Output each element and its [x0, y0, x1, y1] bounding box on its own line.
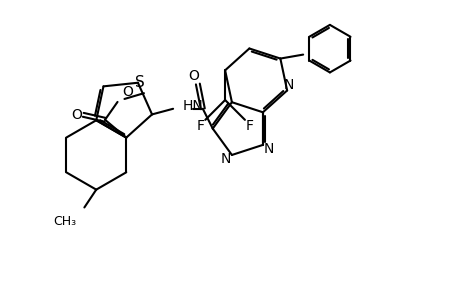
Text: CH₃: CH₃	[53, 215, 76, 228]
Text: O: O	[188, 69, 199, 83]
Text: F: F	[246, 119, 253, 133]
Text: O: O	[71, 108, 82, 122]
Text: S: S	[135, 75, 145, 90]
Text: N: N	[263, 142, 274, 156]
Text: O: O	[122, 85, 133, 99]
Text: HN: HN	[183, 99, 203, 113]
Text: F: F	[196, 119, 204, 133]
Text: N: N	[220, 152, 230, 166]
Text: N: N	[283, 77, 294, 92]
